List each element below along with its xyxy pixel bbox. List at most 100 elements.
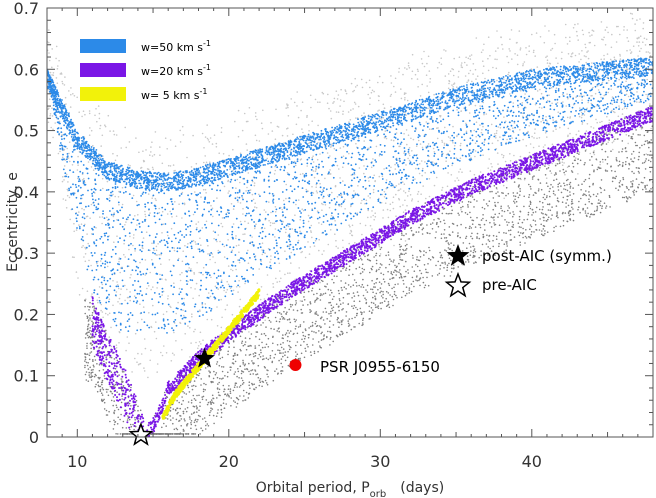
grey-point <box>267 358 270 361</box>
grey-point <box>375 254 377 257</box>
grey-point <box>588 41 591 44</box>
grey-point <box>450 174 453 176</box>
grey-point <box>186 424 188 427</box>
grey-point <box>411 150 413 152</box>
grey-point <box>192 394 195 397</box>
grey-point <box>646 140 648 142</box>
grey-point <box>231 249 234 252</box>
grey-point <box>355 267 358 270</box>
grey-point <box>177 411 179 414</box>
grey-point <box>321 316 323 319</box>
grey-point <box>124 299 126 302</box>
grey-point <box>268 201 270 203</box>
grey-point <box>311 344 314 346</box>
grey-point <box>359 222 362 225</box>
grey-point <box>49 113 52 115</box>
grey-point <box>120 288 122 290</box>
grey-point <box>643 143 646 146</box>
grey-point <box>445 153 448 156</box>
grey-point <box>71 164 74 166</box>
grey-point <box>199 401 201 404</box>
grey-point <box>639 147 641 149</box>
grey-point <box>371 265 374 268</box>
grey-point <box>556 211 558 213</box>
grey-point <box>261 249 263 251</box>
grey-point <box>476 232 479 235</box>
grey-point <box>432 147 435 150</box>
grey-point <box>548 190 551 193</box>
grey-point <box>105 356 107 359</box>
grey-point <box>548 30 550 32</box>
grey-point <box>493 224 496 226</box>
grey-point <box>85 379 88 381</box>
grey-point <box>474 250 477 253</box>
grey-point <box>539 182 542 184</box>
grey-point <box>227 283 230 286</box>
grey-point <box>198 394 200 397</box>
grey-point <box>486 234 488 236</box>
grey-point <box>616 160 618 162</box>
grey-point <box>141 247 144 249</box>
grey-point <box>158 254 160 256</box>
grey-point <box>281 208 284 211</box>
grey-point <box>372 309 374 311</box>
grey-point <box>182 390 184 393</box>
grey-point <box>61 156 64 159</box>
grey-point <box>342 296 345 299</box>
grey-point <box>347 303 350 305</box>
grey-point <box>205 383 207 386</box>
grey-point <box>243 395 245 397</box>
grey-point <box>407 64 410 67</box>
grey-point <box>160 351 162 354</box>
grey-point <box>241 197 244 199</box>
grey-point <box>354 316 356 319</box>
grey-point <box>278 349 281 352</box>
grey-point <box>185 393 188 395</box>
grey-point <box>361 199 363 202</box>
grey-point <box>304 335 307 338</box>
grey-point <box>547 185 549 188</box>
grey-point <box>285 107 288 109</box>
blue-point <box>566 73 568 76</box>
grey-point <box>518 234 521 237</box>
grey-point <box>615 157 618 159</box>
grey-point <box>162 313 165 316</box>
grey-point <box>267 133 270 135</box>
grey-point <box>358 266 361 269</box>
grey-point <box>486 252 489 255</box>
grey-point <box>329 320 331 323</box>
grey-point <box>65 103 67 105</box>
grey-point <box>493 133 496 135</box>
grey-point <box>587 212 589 215</box>
grey-point <box>471 196 474 198</box>
grey-point <box>567 53 570 55</box>
grey-point <box>115 344 118 347</box>
grey-point <box>506 180 508 182</box>
grey-point <box>344 90 347 92</box>
grey-point <box>94 331 97 334</box>
grey-point <box>174 145 177 147</box>
grey-point <box>481 243 484 246</box>
grey-point <box>139 261 141 264</box>
grey-point <box>476 200 478 202</box>
grey-point <box>249 373 252 376</box>
grey-point <box>630 52 632 54</box>
grey-point <box>299 359 301 361</box>
grey-point <box>101 394 104 396</box>
grey-point <box>372 286 375 288</box>
grey-point <box>401 181 404 183</box>
grey-point <box>223 407 226 410</box>
grey-point <box>476 216 478 219</box>
grey-point <box>379 253 382 255</box>
grey-point <box>260 351 262 354</box>
grey-point <box>196 226 198 229</box>
grey-point <box>310 224 313 227</box>
grey-point <box>353 89 356 92</box>
grey-point <box>399 258 402 261</box>
grey-point <box>380 295 383 297</box>
grey-point <box>200 384 202 386</box>
grey-point <box>583 180 585 183</box>
grey-point <box>112 385 115 388</box>
grey-point <box>51 74 53 76</box>
grey-point <box>207 292 210 294</box>
